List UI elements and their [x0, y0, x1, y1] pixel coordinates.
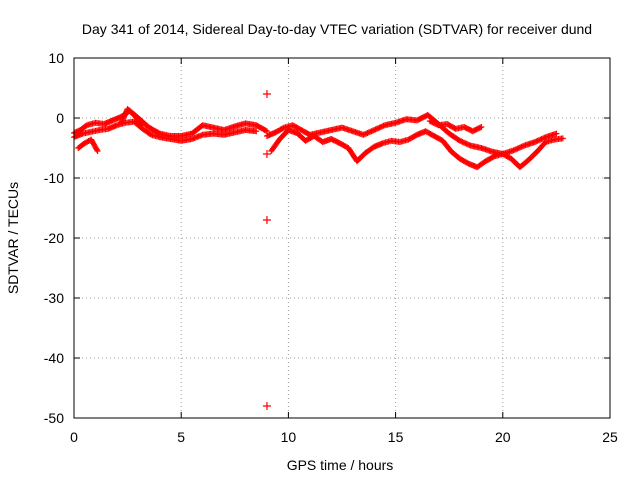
- outlier-point: [262, 90, 271, 98]
- y-tick-label: -20: [44, 230, 64, 246]
- data-point: [146, 130, 153, 137]
- data-point: [138, 121, 145, 128]
- plot-area: [71, 90, 566, 410]
- series-track-f: [263, 112, 560, 157]
- y-tick-label: -10: [44, 170, 64, 186]
- y-tick-label: 10: [48, 50, 64, 66]
- outlier-point: [262, 150, 271, 158]
- chart-title: Day 341 of 2014, Sidereal Day-to-day VTE…: [82, 21, 592, 37]
- x-axis-title: GPS time / hours: [287, 457, 394, 473]
- series-track-e: [268, 127, 566, 171]
- x-tick-label: 5: [177, 429, 185, 445]
- x-tick-label: 20: [495, 429, 511, 445]
- outlier-point: [262, 402, 271, 410]
- data-point: [279, 125, 286, 132]
- series-track-a: [71, 107, 270, 139]
- y-tick-label: -50: [44, 410, 64, 426]
- series-outliers: [262, 90, 271, 410]
- y-axis-title: SDTVAR / TECUs: [5, 182, 21, 294]
- series-track-g: [426, 118, 485, 135]
- x-tick-label: 0: [70, 429, 78, 445]
- outlier-point: [262, 216, 271, 224]
- data-point: [559, 135, 566, 142]
- grid: [74, 58, 610, 418]
- data-point: [94, 148, 101, 154]
- y-tick-label: -40: [44, 350, 64, 366]
- series-track-d: [118, 106, 146, 129]
- data-point: [489, 154, 496, 161]
- data-point: [253, 128, 260, 135]
- x-tick-label: 15: [388, 429, 404, 445]
- data-point: [93, 146, 100, 153]
- data-point: [478, 124, 485, 130]
- y-tick-label: 0: [56, 110, 64, 126]
- data-point: [262, 127, 269, 134]
- data-point: [553, 130, 560, 137]
- axes: 0 5 10 15 20 25 -50 -40 -30 -20 -10 0 10: [44, 50, 618, 445]
- x-tick-label: 25: [602, 429, 618, 445]
- series-track-c: [75, 136, 101, 154]
- y-tick-label: -30: [44, 290, 64, 306]
- x-tick-label: 10: [281, 429, 297, 445]
- data-point: [139, 122, 146, 129]
- data-point: [380, 122, 387, 129]
